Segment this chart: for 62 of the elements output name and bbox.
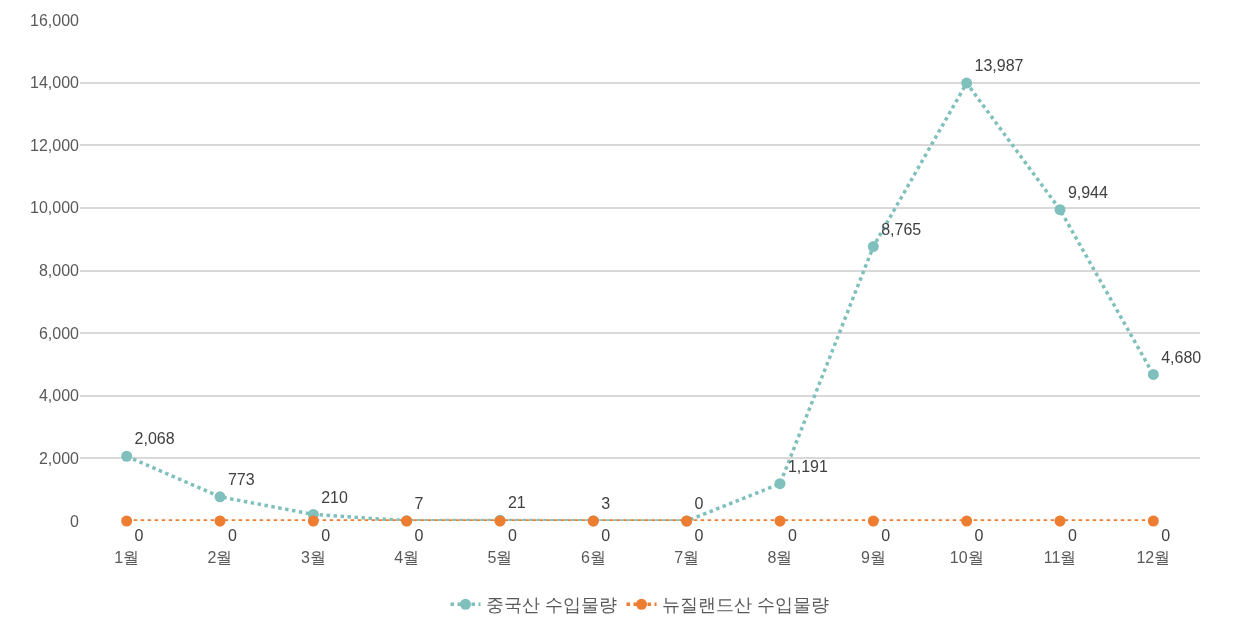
data-label: 21 (507, 494, 526, 512)
x-tick-label: 3월 (300, 549, 326, 567)
data-label: 0 (321, 526, 331, 544)
x-tick-label: 10월 (949, 549, 984, 567)
data-label: 210 (321, 488, 348, 506)
point (214, 515, 226, 527)
point (774, 515, 786, 527)
data-label: 1,191 (787, 457, 829, 475)
data-label: 0 (694, 495, 704, 513)
point (774, 478, 786, 490)
x-tick-label: 8월 (767, 549, 793, 567)
data-label: 0 (601, 526, 611, 544)
point (961, 77, 973, 89)
point (214, 491, 226, 503)
data-label: 8,765 (881, 220, 922, 238)
x-tick-label: 12월 (1136, 549, 1171, 567)
x-tick-label: 4월 (394, 549, 420, 567)
data-label: 0 (1161, 526, 1171, 544)
data-label: 9,944 (1067, 183, 1109, 201)
legend-label: 뉴질랜드산 수입물량 (661, 595, 829, 616)
y-tick-label: 4,000 (38, 387, 80, 405)
x-tick-label: 5월 (487, 549, 513, 567)
legend-label: 중국산 수입물량 (485, 595, 617, 616)
x-tick-label: 9월 (860, 549, 886, 567)
y-tick-label: 14,000 (30, 74, 80, 92)
data-label: 4,680 (1161, 348, 1202, 366)
x-tick-label: 6월 (580, 549, 606, 567)
data-label: 0 (1067, 526, 1077, 544)
y-tick-label: 8,000 (38, 262, 80, 280)
y-tick-label: 10,000 (30, 199, 80, 217)
point (1054, 204, 1066, 216)
data-label: 3 (601, 495, 611, 513)
data-label: 0 (974, 526, 984, 544)
data-label: 0 (414, 526, 424, 544)
data-label: 0 (881, 526, 891, 544)
x-tick-label: 11월 (1043, 549, 1077, 567)
y-tick-label: 12,000 (30, 136, 80, 154)
y-tick-label: 0 (70, 512, 80, 530)
data-label: 0 (507, 526, 517, 544)
point (121, 450, 133, 462)
data-label: 7 (414, 494, 424, 512)
point (1147, 368, 1159, 380)
x-tick-label: 1월 (114, 549, 140, 567)
data-label: 0 (787, 526, 797, 544)
point (1054, 515, 1066, 527)
data-label: 2,068 (134, 430, 175, 448)
data-label: 0 (694, 526, 704, 544)
y-tick-label: 6,000 (38, 324, 80, 342)
y-tick-label: 16,000 (30, 11, 80, 29)
data-label: 0 (134, 526, 144, 544)
point (961, 515, 973, 527)
point (307, 515, 319, 527)
x-tick-label: 7월 (674, 549, 700, 567)
x-tick-label: 2월 (207, 549, 233, 567)
point (867, 515, 879, 527)
point (867, 241, 879, 253)
point (1147, 515, 1159, 527)
data-label: 13,987 (974, 57, 1024, 75)
data-label: 773 (227, 470, 255, 488)
y-tick-label: 2,000 (38, 449, 80, 467)
data-label: 0 (227, 526, 237, 544)
point (121, 515, 133, 527)
